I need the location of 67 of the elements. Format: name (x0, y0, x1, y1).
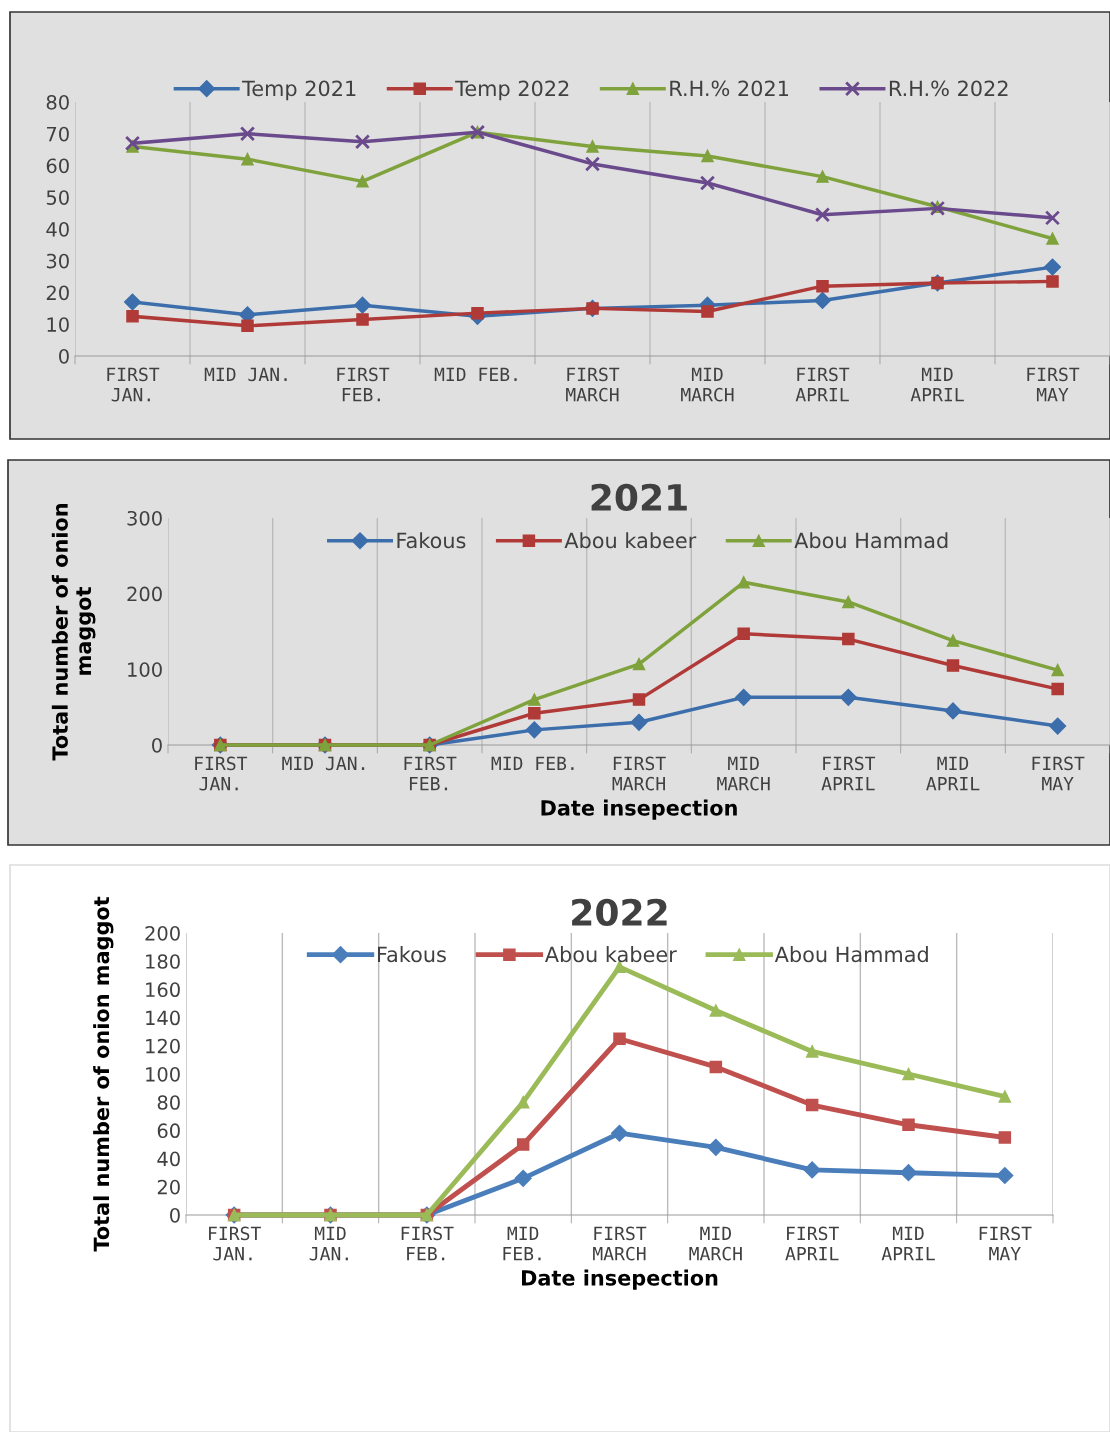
x-tick-label: FIRST JAN. (209, 1226, 261, 1261)
y-tick-label: 40 (157, 1151, 180, 1167)
legend-label: Abou kabeer (544, 946, 677, 963)
x-tick-label: MID JAN. (309, 1226, 348, 1261)
y-tick-label: 20 (157, 1179, 180, 1195)
x-tick-label: FIRST JAN. (195, 756, 248, 791)
x-tick-label: FIRST MAY (1027, 367, 1080, 402)
x-tick-label: MID FEB. (434, 367, 517, 381)
x-tick-label: MID FEB. (491, 756, 574, 770)
y-axis-title: Total number of onion maggot (51, 504, 96, 761)
y-tick-label: 300 (127, 510, 162, 526)
legend-label: Abou kabeer (564, 532, 697, 549)
y-tick-label: 40 (46, 221, 69, 237)
x-tick-label: FIRST FEB. (404, 756, 457, 791)
x-tick-label: MID APRIL (910, 367, 964, 402)
legend-label: Temp 2021 (242, 80, 356, 101)
legend-label: Fakous (377, 946, 446, 963)
y-tick-label: 140 (146, 1010, 180, 1026)
x-tick-label: FIRST APRIL (795, 367, 850, 402)
legend-label: Abou Hammad (794, 532, 948, 549)
y-tick-label: 60 (46, 158, 69, 174)
x-tick-label: MID APRIL (926, 756, 980, 791)
y-tick-label: 50 (46, 190, 69, 205)
x-tick-label: FIRST MAY (979, 1226, 1032, 1261)
x-axis-title: Date insepection (541, 799, 737, 820)
y-tick-label: 80 (157, 1095, 180, 1110)
x-tick-label: MID APRIL (881, 1226, 935, 1261)
y-tick-label: 0 (152, 737, 162, 753)
y-tick-label: 20 (46, 285, 69, 301)
y-tick-label: 200 (127, 586, 162, 602)
x-tick-label: FIRST APRIL (785, 1226, 839, 1261)
x-tick-label: MID MARCH (681, 367, 734, 402)
legend-label: R.H.% 2022 (889, 80, 1008, 97)
y-tick-label: 200 (145, 925, 180, 941)
y-tick-label: 0 (170, 1207, 180, 1223)
x-tick-label: FIRST FEB. (337, 367, 390, 402)
y-tick-label: 160 (146, 982, 180, 998)
x-tick-label: MID JAN. (204, 367, 287, 382)
y-tick-label: 100 (128, 662, 162, 677)
y-tick-label: 10 (47, 317, 69, 332)
x-tick-label: MID FEB. (503, 1226, 541, 1261)
y-tick-label: 60 (157, 1123, 180, 1139)
y-tick-label: 100 (146, 1066, 180, 1082)
y-tick-label: 0 (59, 348, 69, 364)
chart-title: 2022 (572, 898, 667, 926)
x-tick-label: FIRST MARCH (566, 367, 620, 402)
x-tick-label: FIRST APRIL (821, 756, 876, 791)
chart-title: 2021 (591, 483, 687, 511)
legend-label: R.H.% 2021 (670, 80, 789, 97)
legend-label: Temp 2022 (455, 80, 569, 101)
x-tick-label: FIRST MAY (1032, 756, 1085, 791)
x-tick-label: FIRST FEB. (401, 1226, 454, 1261)
y-tick-label: 70 (46, 126, 69, 142)
x-tick-label: FIRST MARCH (612, 756, 666, 791)
x-axis-title: Date insepection (522, 1269, 718, 1290)
legend-label: Abou Hammad (774, 946, 928, 963)
y-tick-label: 180 (146, 954, 180, 969)
x-tick-label: MID JAN. (282, 756, 365, 771)
y-tick-label: 120 (146, 1038, 180, 1054)
y-tick-label: 80 (46, 94, 69, 110)
y-tick-label: 30 (46, 253, 69, 269)
x-tick-label: MID MARCH (689, 1226, 742, 1261)
x-tick-label: FIRST JAN. (107, 367, 160, 402)
x-tick-label: MID MARCH (717, 756, 770, 791)
x-tick-label: FIRST MARCH (593, 1226, 647, 1261)
legend-label: Fakous (397, 532, 466, 549)
y-axis-title: Total number of onion maggot (93, 896, 114, 1252)
